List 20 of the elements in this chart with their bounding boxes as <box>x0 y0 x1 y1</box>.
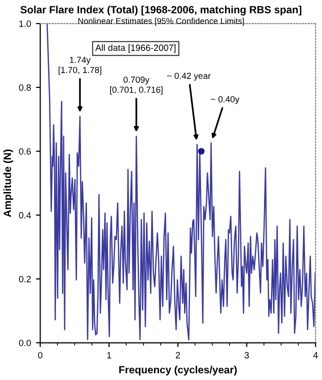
y-axis-title: Amplitude (N) <box>3 150 14 218</box>
annotation: All data [1966-2007] <box>95 44 176 53</box>
y-tick-label: 0.4 <box>19 212 31 218</box>
annotation: 1.74y [1.70, 1.78] <box>58 56 102 75</box>
y-tick-label: 0.8 <box>19 84 31 91</box>
x-tick-label: 0 <box>38 352 42 358</box>
x-tick-label: 2 <box>176 352 180 358</box>
x-axis-title: Frequency (cycles/year) <box>119 366 237 376</box>
annotation: ~ 0.40y <box>210 96 240 104</box>
x-tick-label: 3 <box>244 352 249 358</box>
annotation: ~ 0.42 year <box>167 72 211 81</box>
chart-subtitle: Nonlinear Estimates [95% Confidence Limits] <box>78 18 244 26</box>
x-tick-label: 1 <box>107 352 112 358</box>
x-tick-label: 4 <box>313 352 318 358</box>
annotation: 0.709y [0.701, 0.716] <box>110 76 162 95</box>
y-tick-label: 1.0 <box>19 20 31 27</box>
y-tick-label: 0.6 <box>19 148 31 155</box>
y-tick-label: 0.0 <box>19 340 31 346</box>
chart-title: Solar Flare Index (Total) [1968-2006, matching RBS span] <box>20 6 302 16</box>
y-tick-label: 0.2 <box>19 276 31 282</box>
